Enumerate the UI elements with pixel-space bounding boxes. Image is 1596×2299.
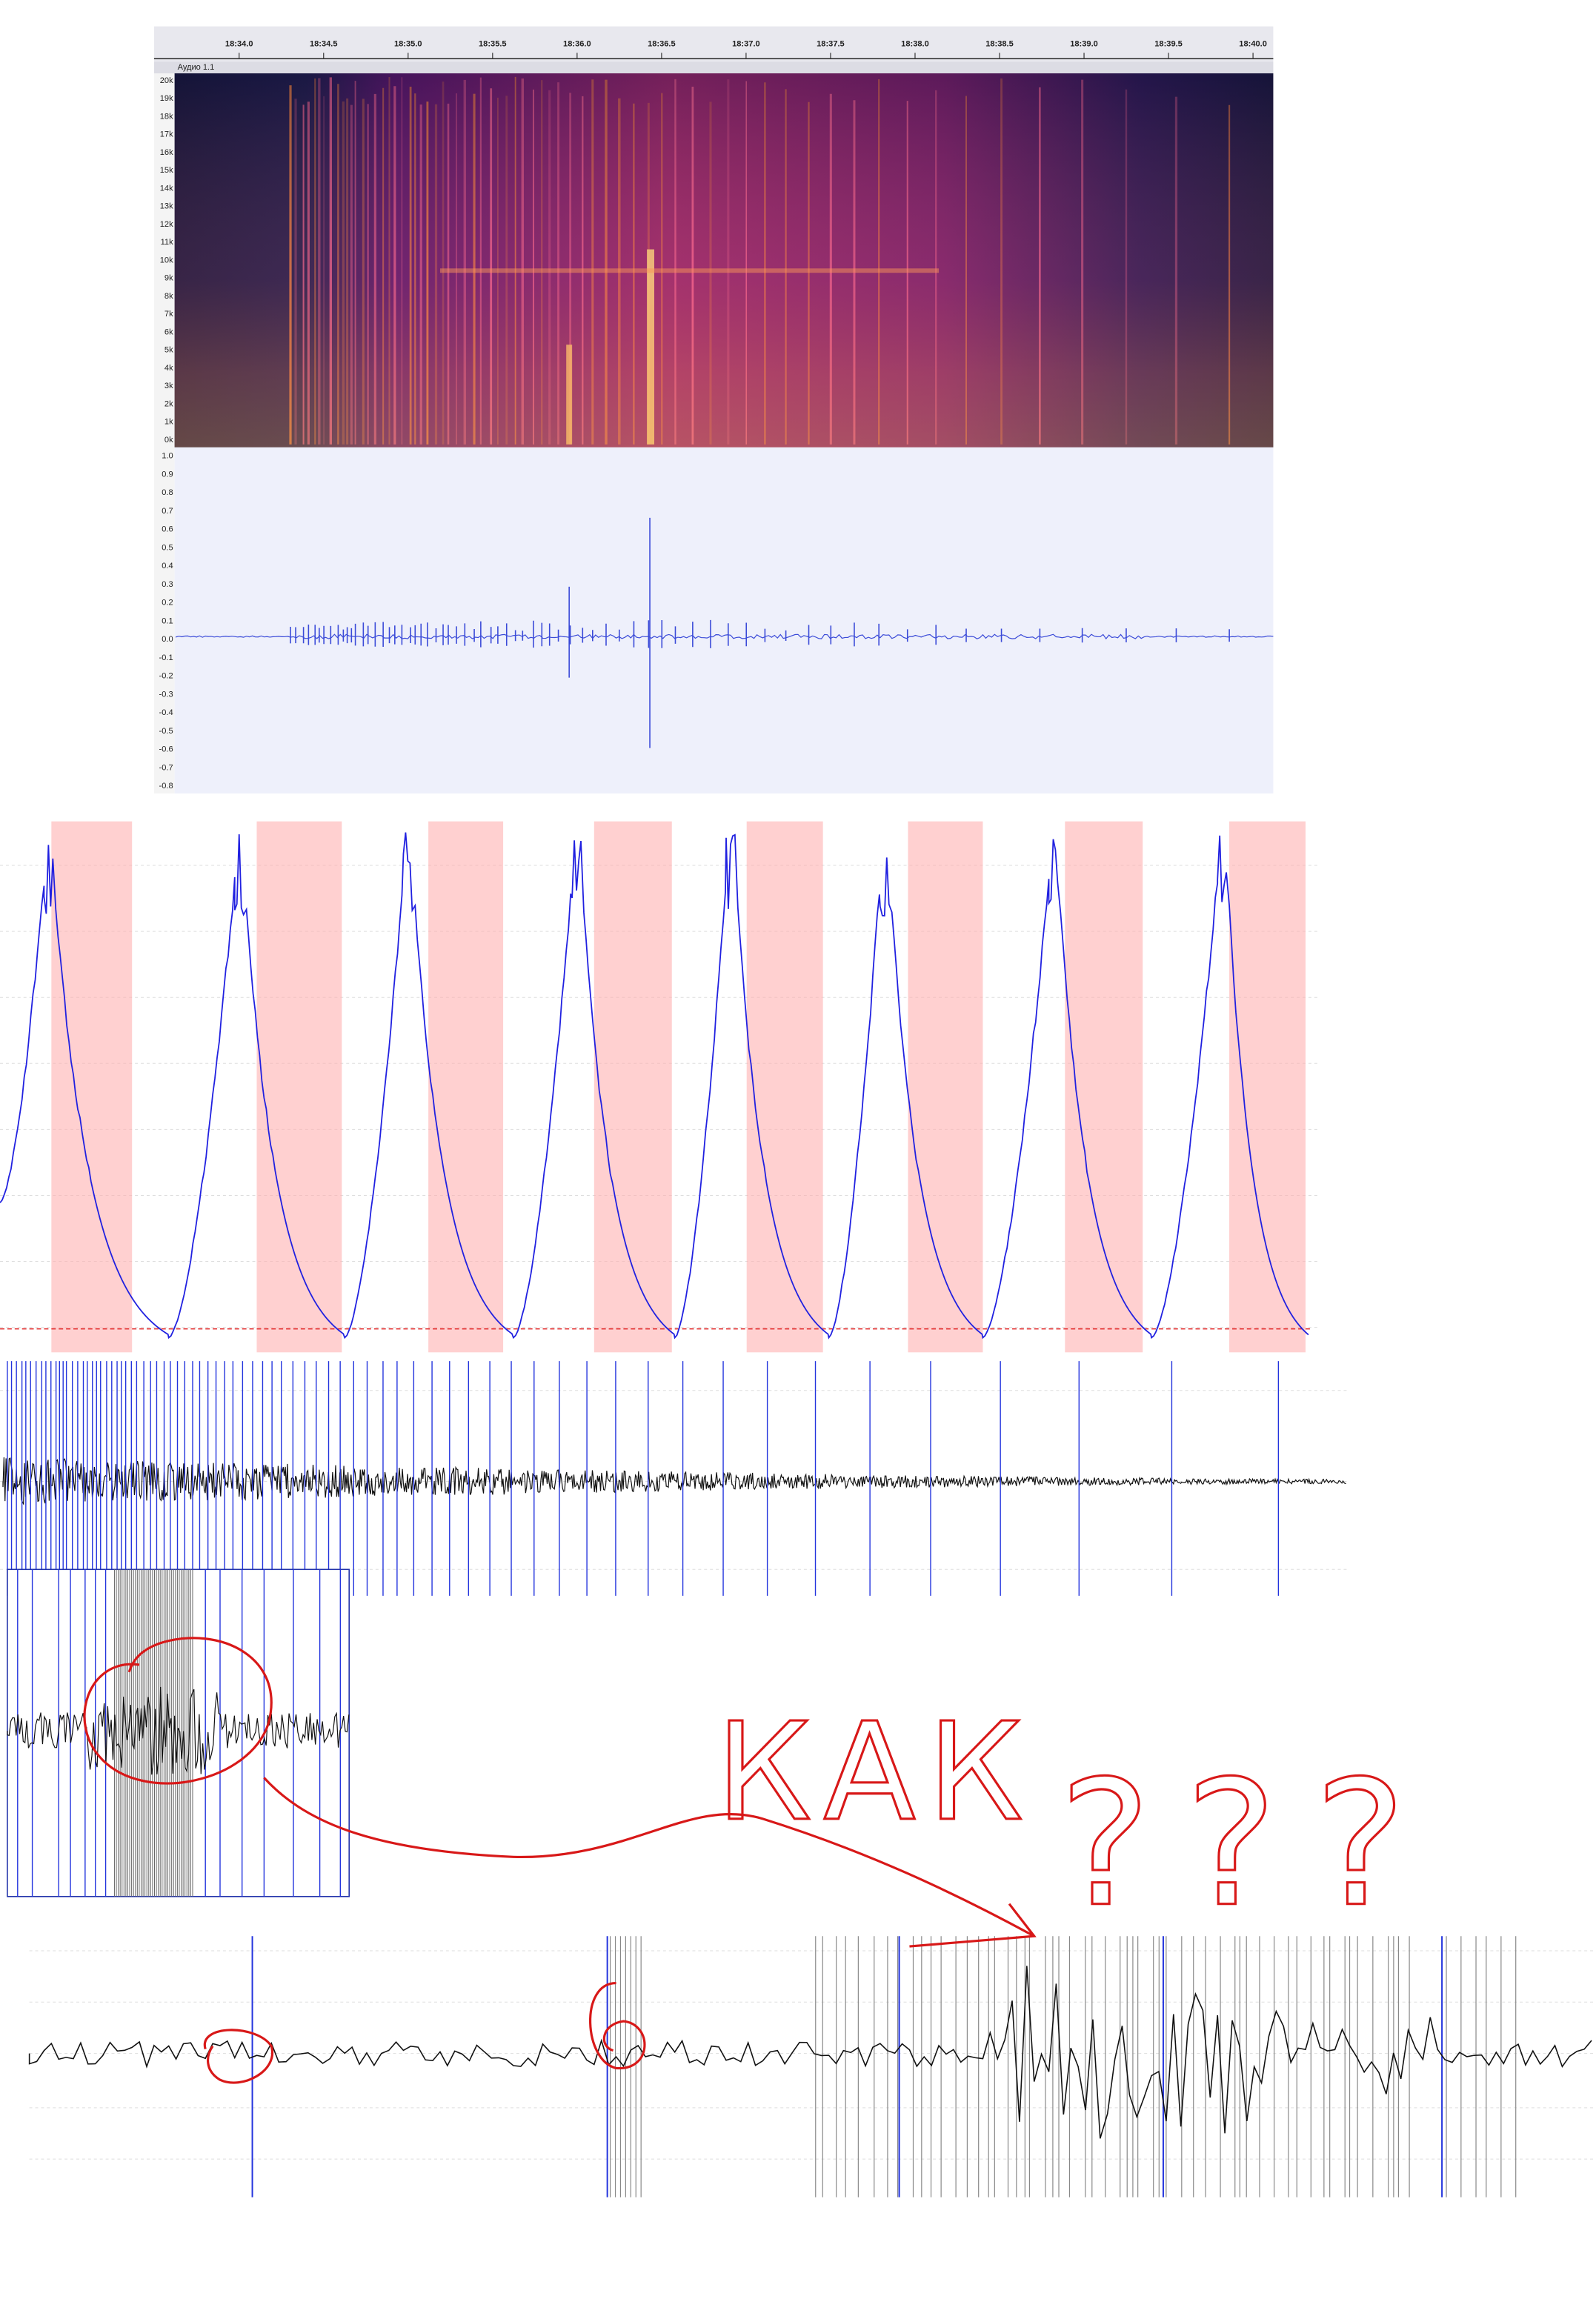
amplitude-label: 0.4 — [162, 562, 173, 570]
arrow-curve — [263, 1777, 1035, 1937]
frequency-label: 15k — [160, 166, 173, 175]
amplitude-label: 1.0 — [162, 452, 173, 461]
circle-mark — [83, 1637, 273, 1785]
waveform — [176, 517, 1274, 748]
frequency-label: 16k — [160, 148, 173, 157]
time-tick-label: 18:36.5 — [648, 39, 676, 48]
circle-mark — [589, 1981, 646, 2069]
annotation-mark: ? — [1314, 1744, 1406, 1946]
frequency-label: 0k — [164, 436, 173, 445]
track-header — [153, 61, 1274, 73]
axis-labels: 18:34.0 18:34.5 18:35.0 18:35.5 18:36.0 18:36… — [159, 39, 1267, 791]
frequency-label: 10k — [160, 256, 173, 264]
highlight-band — [256, 821, 342, 1353]
highlight-band — [1065, 821, 1143, 1353]
detail-waveform — [28, 1936, 1596, 2197]
time-tick-label: 18:37.0 — [732, 39, 760, 48]
time-tick-label: 18:40.0 — [1239, 39, 1267, 48]
amplitude-label: -0.6 — [159, 745, 173, 754]
frequency-label: 4k — [164, 364, 173, 373]
onset-waveform — [0, 1361, 1347, 1596]
frequency-label: 7k — [164, 310, 173, 319]
signal-trace — [2, 1457, 1346, 1506]
amplitude-label: 0.5 — [162, 543, 173, 552]
amplitude-label: -0.7 — [159, 763, 173, 772]
time-tick-label: 18:36.0 — [563, 39, 591, 48]
amplitude-label: 0.7 — [162, 507, 173, 516]
amplitude-label: -0.3 — [159, 690, 173, 699]
annotation-mark: ? — [1059, 1744, 1151, 1946]
amplitude-label: -0.1 — [159, 653, 173, 662]
waveform-spikes — [290, 517, 1230, 748]
amplitude-label: 0.1 — [162, 616, 173, 625]
highlight-band — [746, 821, 823, 1353]
waveform-area — [174, 447, 1274, 794]
zoom-inset — [7, 1568, 350, 1897]
frequency-label: 12k — [160, 220, 173, 229]
highlight-band — [908, 821, 983, 1353]
envelope-chart — [0, 821, 1320, 1353]
frequency-label: 5k — [164, 346, 173, 355]
annotation-word: КАК — [716, 1694, 1035, 1851]
frequency-label: 11k — [161, 238, 173, 247]
highlight-band — [593, 821, 672, 1353]
amplitude-label: 0.0 — [162, 635, 173, 644]
frequency-label: 1k — [164, 418, 173, 427]
amplitude-label: 0.6 — [162, 525, 173, 534]
time-tick-label: 18:34.5 — [310, 39, 338, 48]
frequency-label: 13k — [160, 202, 173, 211]
amplitude-label: 0.9 — [162, 470, 173, 479]
amplitude-label: -0.5 — [159, 727, 173, 736]
time-tick-label: 18:35.0 — [394, 39, 422, 48]
time-tick-label: 18:39.0 — [1070, 39, 1098, 48]
waveform-trace — [176, 633, 1274, 640]
amplitude-label: 0.8 — [162, 488, 173, 497]
envelope-curve — [0, 832, 1309, 1340]
frequency-label: 3k — [164, 382, 173, 390]
frequency-label: 2k — [164, 399, 173, 408]
inset-trace — [7, 1686, 350, 1775]
amplitude-label: 0.3 — [162, 580, 173, 589]
time-tick-label: 18:34.0 — [225, 39, 253, 48]
detail-trace — [28, 1966, 1592, 2139]
spectrogram-shade — [174, 73, 1274, 448]
track-name: Аудио 1.1 — [178, 63, 215, 72]
amplitude-label: 0.2 — [162, 599, 173, 608]
frequency-label: 17k — [160, 130, 173, 139]
frequency-label: 20k — [160, 76, 173, 85]
time-tick-label: 18:38.0 — [901, 39, 929, 48]
highlight-band — [428, 821, 504, 1353]
time-tick-label: 18:38.5 — [985, 39, 1014, 48]
amplitude-label: -0.2 — [159, 672, 173, 681]
frequency-label: 9k — [164, 274, 173, 283]
amplitude-label: -0.8 — [159, 782, 173, 791]
frequency-label: 14k — [160, 184, 173, 193]
vertical-ruler — [153, 73, 175, 794]
time-tick-label: 18:37.5 — [817, 39, 845, 48]
amplitude-label: -0.4 — [159, 708, 173, 717]
time-tick-label: 18:35.5 — [479, 39, 507, 48]
frequency-label: 18k — [160, 112, 173, 121]
frequency-label: 19k — [160, 94, 173, 103]
circle-mark — [203, 2029, 274, 2084]
annotation-mark: ? — [1186, 1744, 1277, 1946]
highlight-band — [1229, 821, 1306, 1353]
time-tick-label: 18:39.5 — [1154, 39, 1183, 48]
arrow-head — [909, 1903, 1037, 1948]
frequency-label: 8k — [164, 292, 173, 301]
annotation: КАК ? ? ? — [83, 1637, 1407, 2084]
highlight-band — [51, 821, 133, 1353]
frequency-label: 6k — [164, 327, 173, 336]
ruler-bg — [153, 26, 1274, 62]
